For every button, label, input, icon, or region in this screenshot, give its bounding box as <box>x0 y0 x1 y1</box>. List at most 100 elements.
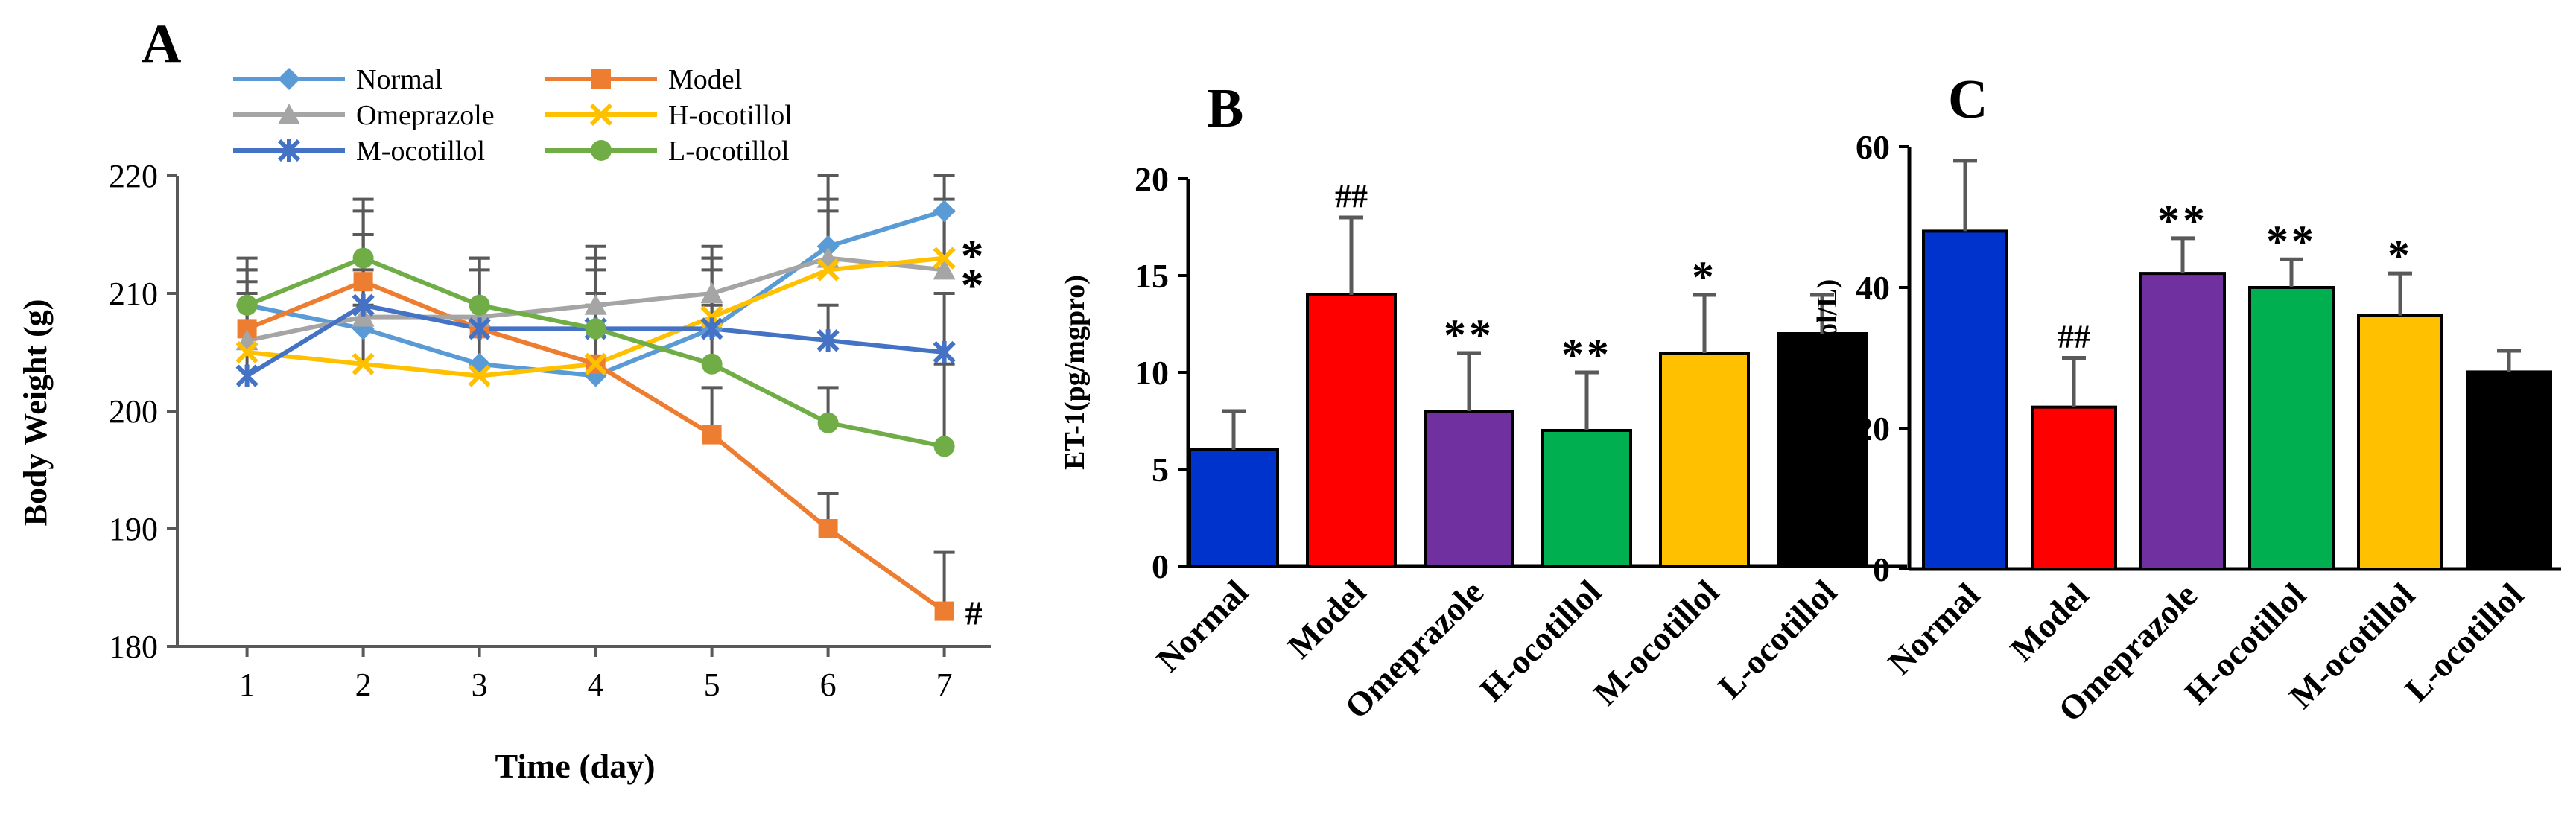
panel-c-significance-m-ocotillol: * <box>2388 231 2413 280</box>
panel-b-y-tick-label: 10 <box>1135 354 1169 392</box>
panel-c-y-tick-label: 0 <box>1873 550 1890 588</box>
panel-c-category-labels: Normal ModelOmeprazoleH-ocotillolM-ocotil… <box>1880 576 2531 729</box>
panel-a-x-tick-label: 2 <box>355 667 372 703</box>
marker-h-ocotillol <box>235 340 258 364</box>
panel-c-category-label-normal: Normal <box>1880 576 1987 682</box>
marker-h-ocotillol <box>352 352 375 375</box>
legend-label-normal: Normal <box>356 64 442 95</box>
marker-model <box>934 601 954 621</box>
legend-marker-model <box>591 69 611 89</box>
panel-b-significance-h-ocotillol: ** <box>1561 330 1612 379</box>
panel-b-category-labels: Normal ModelOmeprazoleH-ocotillolM-ocotil… <box>1149 573 1844 726</box>
marker-m-ocotillol <box>235 364 258 387</box>
panel-c-y-tick-label: 40 <box>1856 269 1890 307</box>
legend-label-m-ocotillol: M-ocotillol <box>356 136 485 167</box>
panel-a-x-tick-label: 5 <box>704 667 720 703</box>
panel-b-y-axis-title: ET-1(pg/mgpro) <box>1059 275 1091 470</box>
panel-c-significance-omeprazole: ** <box>2157 196 2208 245</box>
marker-h-ocotillol <box>933 247 956 270</box>
panel-b-y-tick-label: 5 <box>1152 451 1169 489</box>
panel-a-y-axis-title: Body Weight (g) <box>17 299 54 527</box>
panel-b-bar-normal <box>1188 448 1279 568</box>
marker-omeprazole <box>700 282 723 303</box>
marker-l-ocotillol <box>817 412 839 433</box>
panel-a-x-tick-label: 7 <box>936 667 953 703</box>
panel-a-x-axis-title: Time (day) <box>495 747 655 785</box>
panel-b-significance-model: ## <box>1335 178 1368 214</box>
marker-model <box>818 519 838 538</box>
panel-a-significance: # ** <box>961 232 984 632</box>
legend-label-l-ocotillol: L-ocotillol <box>668 136 790 167</box>
panel-c-bar-h-ocotillol <box>2248 286 2335 570</box>
panel-b-y-ticks: 0 5 10 15 20 <box>1135 160 1188 585</box>
panel-c-significance-h-ocotillol: ** <box>2266 217 2317 266</box>
panel-b-category-label-normal: Normal <box>1149 573 1255 679</box>
legend-label-model: Model <box>668 64 742 95</box>
marker-h-ocotillol <box>816 258 840 282</box>
legend-label-omeprazole: Omeprazole <box>356 100 495 131</box>
panel-c-significance: ##** ** * <box>2058 196 2413 355</box>
panel-c-y-ticks: 0 20 40 60 <box>1856 128 1909 588</box>
panel-a-x-tick-label: 6 <box>820 667 837 703</box>
panel-c-label: C <box>1948 69 1987 130</box>
panel-a-y-tick-label: 190 <box>109 511 158 547</box>
panel-c-bar-l-ocotillol <box>2466 370 2552 570</box>
panel-b-error-bars <box>1222 215 1834 450</box>
marker-l-ocotillol <box>585 318 606 340</box>
marker-l-ocotillol <box>352 247 374 269</box>
panel-a-legend: Normal Model Omeprazole H-ocotillol M-ocotil… <box>233 64 793 167</box>
panel-b-y-tick-label: 15 <box>1135 257 1169 295</box>
marker-omeprazole <box>584 293 607 315</box>
panel-a-x-tick-label: 1 <box>239 667 256 703</box>
marker-m-ocotillol <box>700 317 723 340</box>
legend-marker-omeprazole <box>278 104 300 124</box>
marker-l-ocotillol <box>933 436 955 457</box>
legend-label-h-ocotillol: H-ocotillol <box>668 100 793 131</box>
panel-a-significance-mark: * <box>961 232 984 282</box>
panel-b-bar-m-ocotillol <box>1659 352 1750 568</box>
marker-h-ocotillol <box>584 352 607 375</box>
panel-b-bar-h-ocotillol <box>1541 429 1632 568</box>
panel-b-bar-l-ocotillol <box>1777 332 1868 568</box>
panel-c-y-axis-title: NO (μmol/L) <box>1812 279 1843 436</box>
panel-a-significance-mark: * <box>961 261 984 311</box>
marker-l-ocotillol <box>469 294 490 316</box>
panel-c-bars <box>1922 229 2552 571</box>
panel-b-bar-omeprazole <box>1424 410 1514 568</box>
marker-l-ocotillol <box>236 294 258 316</box>
legend-marker-l-ocotillol <box>591 140 612 161</box>
panel-a-label: A <box>142 13 181 74</box>
panel-b-category-label-m-ocotillol: M-ocotillol <box>1586 573 1726 713</box>
panel-b-bar-model <box>1306 293 1397 568</box>
panel-a-y-tick-label: 200 <box>109 393 158 430</box>
panel-b-significance: ##** *** <box>1335 178 1714 379</box>
marker-m-ocotillol <box>933 340 956 364</box>
marker-normal <box>816 235 840 258</box>
marker-m-ocotillol <box>352 293 375 317</box>
panel-b-significance-omeprazole: ** <box>1444 311 1494 360</box>
panel-c-bar-model <box>2031 405 2117 571</box>
panel-a-markers <box>235 200 956 621</box>
panel-b-y-tick-label: 20 <box>1135 160 1169 198</box>
legend-marker-h-ocotillol <box>589 103 613 127</box>
marker-omeprazole <box>933 258 956 280</box>
legend-marker-normal <box>278 68 300 90</box>
panel-a-y-ticks: 180 190 200 210 220 <box>109 158 177 665</box>
marker-m-ocotillol <box>816 329 840 352</box>
marker-model <box>702 425 722 445</box>
panel-c-bar-omeprazole <box>2139 272 2226 570</box>
panel-b-category-label-model: Model <box>1280 573 1373 666</box>
panel-c-bar-m-ocotillol <box>2357 314 2443 570</box>
panel-a-x-tick-label: 3 <box>472 667 488 703</box>
marker-normal <box>933 200 956 223</box>
marker-h-ocotillol <box>468 364 491 387</box>
panel-c-category-label-model: Model <box>2002 576 2096 669</box>
marker-m-ocotillol <box>468 317 491 340</box>
panel-a-line-chart: A Normal Model Omeprazole H-ocotillol M-ocot… <box>17 13 991 785</box>
panel-a-y-tick-label: 210 <box>109 276 158 312</box>
legend-marker-m-ocotillol <box>277 139 301 162</box>
panel-a-x-ticks: 1 2 3 4 5 6 7 <box>239 646 953 703</box>
